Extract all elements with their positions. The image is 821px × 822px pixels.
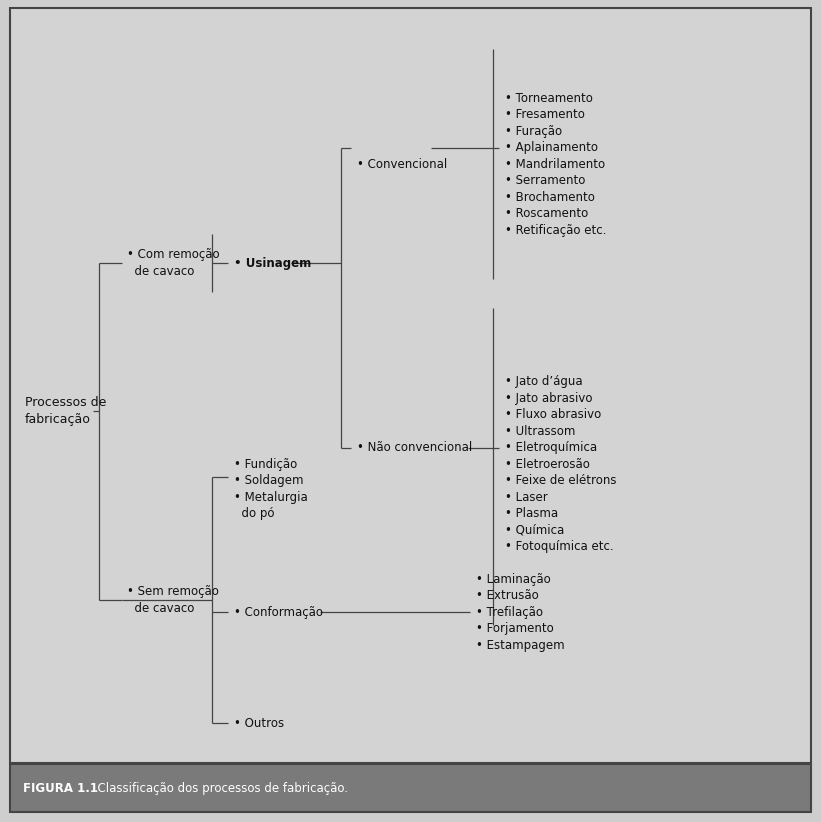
Text: • Usinagem: • Usinagem	[234, 256, 311, 270]
Text: • Torneamento
• Fresamento
• Furação
• Aplainamento
• Mandrilamento
• Serramento: • Torneamento • Fresamento • Furação • A…	[505, 92, 606, 237]
Text: • Laminação
• Extrusão
• Trefilação
• Forjamento
• Estampagem: • Laminação • Extrusão • Trefilação • Fo…	[476, 573, 565, 652]
Text: • Convencional: • Convencional	[357, 158, 447, 171]
Text: • Conformação: • Conformação	[234, 606, 323, 619]
Text: • Outros: • Outros	[234, 717, 284, 730]
Text: Classificação dos processos de fabricação.: Classificação dos processos de fabricaçã…	[90, 782, 348, 795]
Text: • Fundição
• Soldagem
• Metalurgia
  do pó: • Fundição • Soldagem • Metalurgia do pó	[234, 458, 308, 520]
Text: Processos de
fabricação: Processos de fabricação	[25, 396, 106, 426]
Bar	[10, 764, 811, 812]
Text: • Não convencional: • Não convencional	[357, 441, 472, 455]
Text: FIGURA 1.1: FIGURA 1.1	[23, 782, 98, 795]
Text: • Jato d’água
• Jato abrasivo
• Fluxo abrasivo
• Ultrassom
• Eletroquímica
• Ele: • Jato d’água • Jato abrasivo • Fluxo ab…	[505, 376, 617, 553]
Text: • Sem remoção
  de cavaco: • Sem remoção de cavaco	[127, 585, 219, 615]
Text: • Com remoção
  de cavaco: • Com remoção de cavaco	[127, 248, 220, 278]
